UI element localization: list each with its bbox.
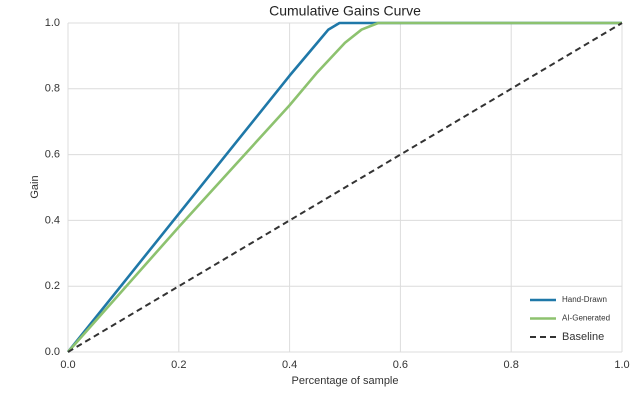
x-tick-label: 0.6 <box>393 359 408 371</box>
x-tick-label: 0.4 <box>282 359 297 371</box>
x-axis-label: Percentage of sample <box>291 375 398 387</box>
legend-label: Hand-Drawn <box>562 295 607 304</box>
legend-label: Baseline <box>562 331 604 343</box>
y-axis-label: Gain <box>29 175 41 198</box>
y-tick-label: 0.8 <box>45 83 60 95</box>
series-line <box>66 21 622 353</box>
legend-label: AI-Generated <box>562 314 610 323</box>
y-tick-label: 1.0 <box>45 17 60 29</box>
x-tick-label: 0.8 <box>504 359 519 371</box>
y-tick-label: 0.0 <box>45 346 60 358</box>
x-tick-label: 0.0 <box>60 359 75 371</box>
y-tick-label: 0.6 <box>45 149 60 161</box>
x-tick-label: 1.0 <box>614 359 629 371</box>
y-tick-label: 0.4 <box>45 214 60 226</box>
chart-title: Cumulative Gains Curve <box>269 3 421 19</box>
series-line <box>67 21 622 353</box>
series-line <box>67 22 623 353</box>
x-tick-label: 0.2 <box>171 359 186 371</box>
y-tick-label: 0.2 <box>45 280 60 292</box>
